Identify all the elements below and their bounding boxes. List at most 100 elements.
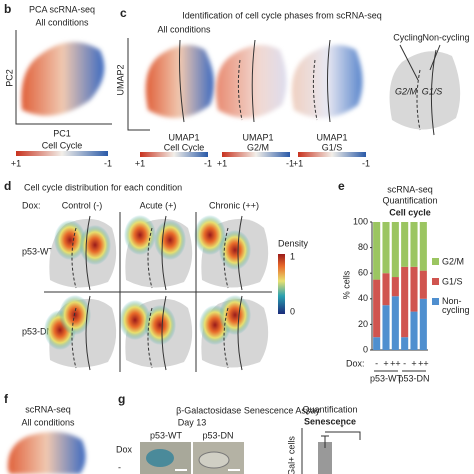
panel-title: β-Galactosidase Senescence Assay	[176, 405, 320, 415]
bar-segment	[419, 298, 427, 350]
axes	[127, 38, 150, 131]
y-tick-label: 80	[358, 242, 368, 252]
colorbar	[16, 151, 108, 156]
x-tick-label: +	[383, 358, 388, 368]
boundary	[312, 59, 318, 121]
density-hotspot	[154, 220, 186, 260]
panel-heading: Senescence	[304, 416, 356, 426]
schematic-label: Cycling	[393, 32, 423, 42]
legend-label: G1/S	[442, 276, 463, 286]
row-label: p53-WT	[22, 246, 55, 256]
colorbar	[298, 152, 366, 157]
boundary	[161, 295, 167, 371]
panel-subtitle: All conditions	[21, 417, 75, 427]
boundary	[161, 215, 167, 291]
density-grid	[44, 215, 269, 371]
pca-cloud	[21, 42, 105, 116]
panel-letter: g	[118, 392, 125, 406]
legend-swatch	[432, 258, 439, 265]
column-label: Control (-)	[62, 200, 103, 210]
x-tick-label: +	[411, 358, 416, 368]
bar-segment	[382, 305, 390, 350]
panel-title: PCA scRNA-seq	[29, 4, 95, 14]
boundary	[223, 227, 229, 289]
boundary	[147, 307, 153, 369]
umap-cloud	[215, 45, 287, 118]
column-label: p53-WT	[150, 430, 183, 440]
panel-letter: b	[4, 2, 11, 16]
bar-segment	[373, 222, 381, 280]
panel-title: Cell cycle distribution for each conditi…	[24, 182, 182, 192]
divider	[44, 212, 272, 372]
boundary	[71, 307, 77, 369]
group-label: p53-WT	[370, 373, 403, 383]
panel-e: e scRNA-seq Quantification Cell cycle % …	[338, 179, 470, 383]
colorbar-title: Cell Cycle	[164, 142, 205, 152]
legend-swatch	[432, 298, 439, 305]
bar-segment	[391, 222, 399, 278]
schematic-label: Non-cycling	[422, 32, 469, 42]
panel-title: Identification of cell cycle phases from…	[182, 10, 382, 20]
schematic-label: G2/M	[395, 86, 418, 96]
boundary	[147, 227, 153, 289]
colorbar-label: +1	[293, 158, 303, 168]
panel-letter: f	[4, 392, 9, 406]
bar-segment	[419, 222, 427, 271]
cell	[198, 451, 230, 469]
column-label: Acute (+)	[140, 200, 177, 210]
density-hotspot	[124, 215, 156, 255]
bar-segment	[419, 270, 427, 299]
colorbar	[222, 152, 290, 157]
row-label: p53-DN	[22, 326, 53, 336]
dox-label: Dox:	[346, 358, 365, 368]
colorbar-label: +1	[217, 158, 227, 168]
panel-c: c Identification of cell cycle phases fr…	[115, 6, 469, 168]
density-hotspot	[54, 220, 86, 260]
axes	[15, 30, 112, 125]
axis-label: % cells	[341, 270, 351, 299]
panel-subtitle: All conditions	[35, 17, 89, 27]
axis-label: UMAP1	[316, 132, 347, 142]
legend-label: Non-cycling	[442, 296, 470, 315]
boundary	[327, 39, 331, 123]
y-tick-label: 100	[353, 216, 368, 226]
colorbar-label: 0	[290, 306, 295, 316]
panel-subtitle: Day 13	[178, 417, 207, 427]
y-tick-label: 40	[358, 293, 368, 303]
boundary	[237, 295, 243, 371]
significance: *	[340, 422, 344, 432]
boundary	[85, 295, 91, 371]
colorbar-title: Cell Cycle	[42, 140, 83, 150]
legend-swatch	[432, 278, 439, 285]
axis-label: Gal+ cells	[286, 436, 296, 474]
colorbar-title: Density	[278, 238, 309, 248]
panel-title: scRNA-seq	[387, 184, 433, 194]
panel-title: scRNA-seq	[25, 404, 71, 414]
panel-g: g β-Galactosidase Senescence Assay Day 1…	[116, 392, 361, 474]
panel-f: f scRNA-seq All conditions	[4, 392, 86, 474]
boundary	[237, 215, 243, 291]
axis-label: PC1	[53, 128, 71, 138]
panel-letter: e	[338, 179, 345, 193]
colorbar-title: G1/S	[322, 142, 343, 152]
boundary	[251, 39, 256, 123]
bar-segment	[391, 277, 399, 297]
density-hotspot	[219, 295, 251, 335]
boundary	[416, 69, 421, 131]
dox-label: Dox:	[22, 200, 41, 210]
panel-letter: c	[120, 6, 127, 20]
colorbar-label: 1	[290, 251, 295, 261]
y-tick-label: 0	[363, 344, 368, 354]
cell	[146, 449, 174, 467]
bar-segment	[410, 266, 418, 312]
bar-segment	[373, 279, 381, 338]
panel-subtitle: Quantification	[302, 404, 357, 414]
panel-d: d Cell cycle distribution for each condi…	[4, 179, 309, 372]
colorbar-label: +1	[11, 158, 21, 168]
boundary	[223, 307, 229, 369]
axis-label: PC2	[4, 69, 14, 87]
bar-segment	[401, 337, 409, 350]
schematic-label: G1/S	[422, 86, 443, 96]
bar-segment	[382, 273, 390, 306]
